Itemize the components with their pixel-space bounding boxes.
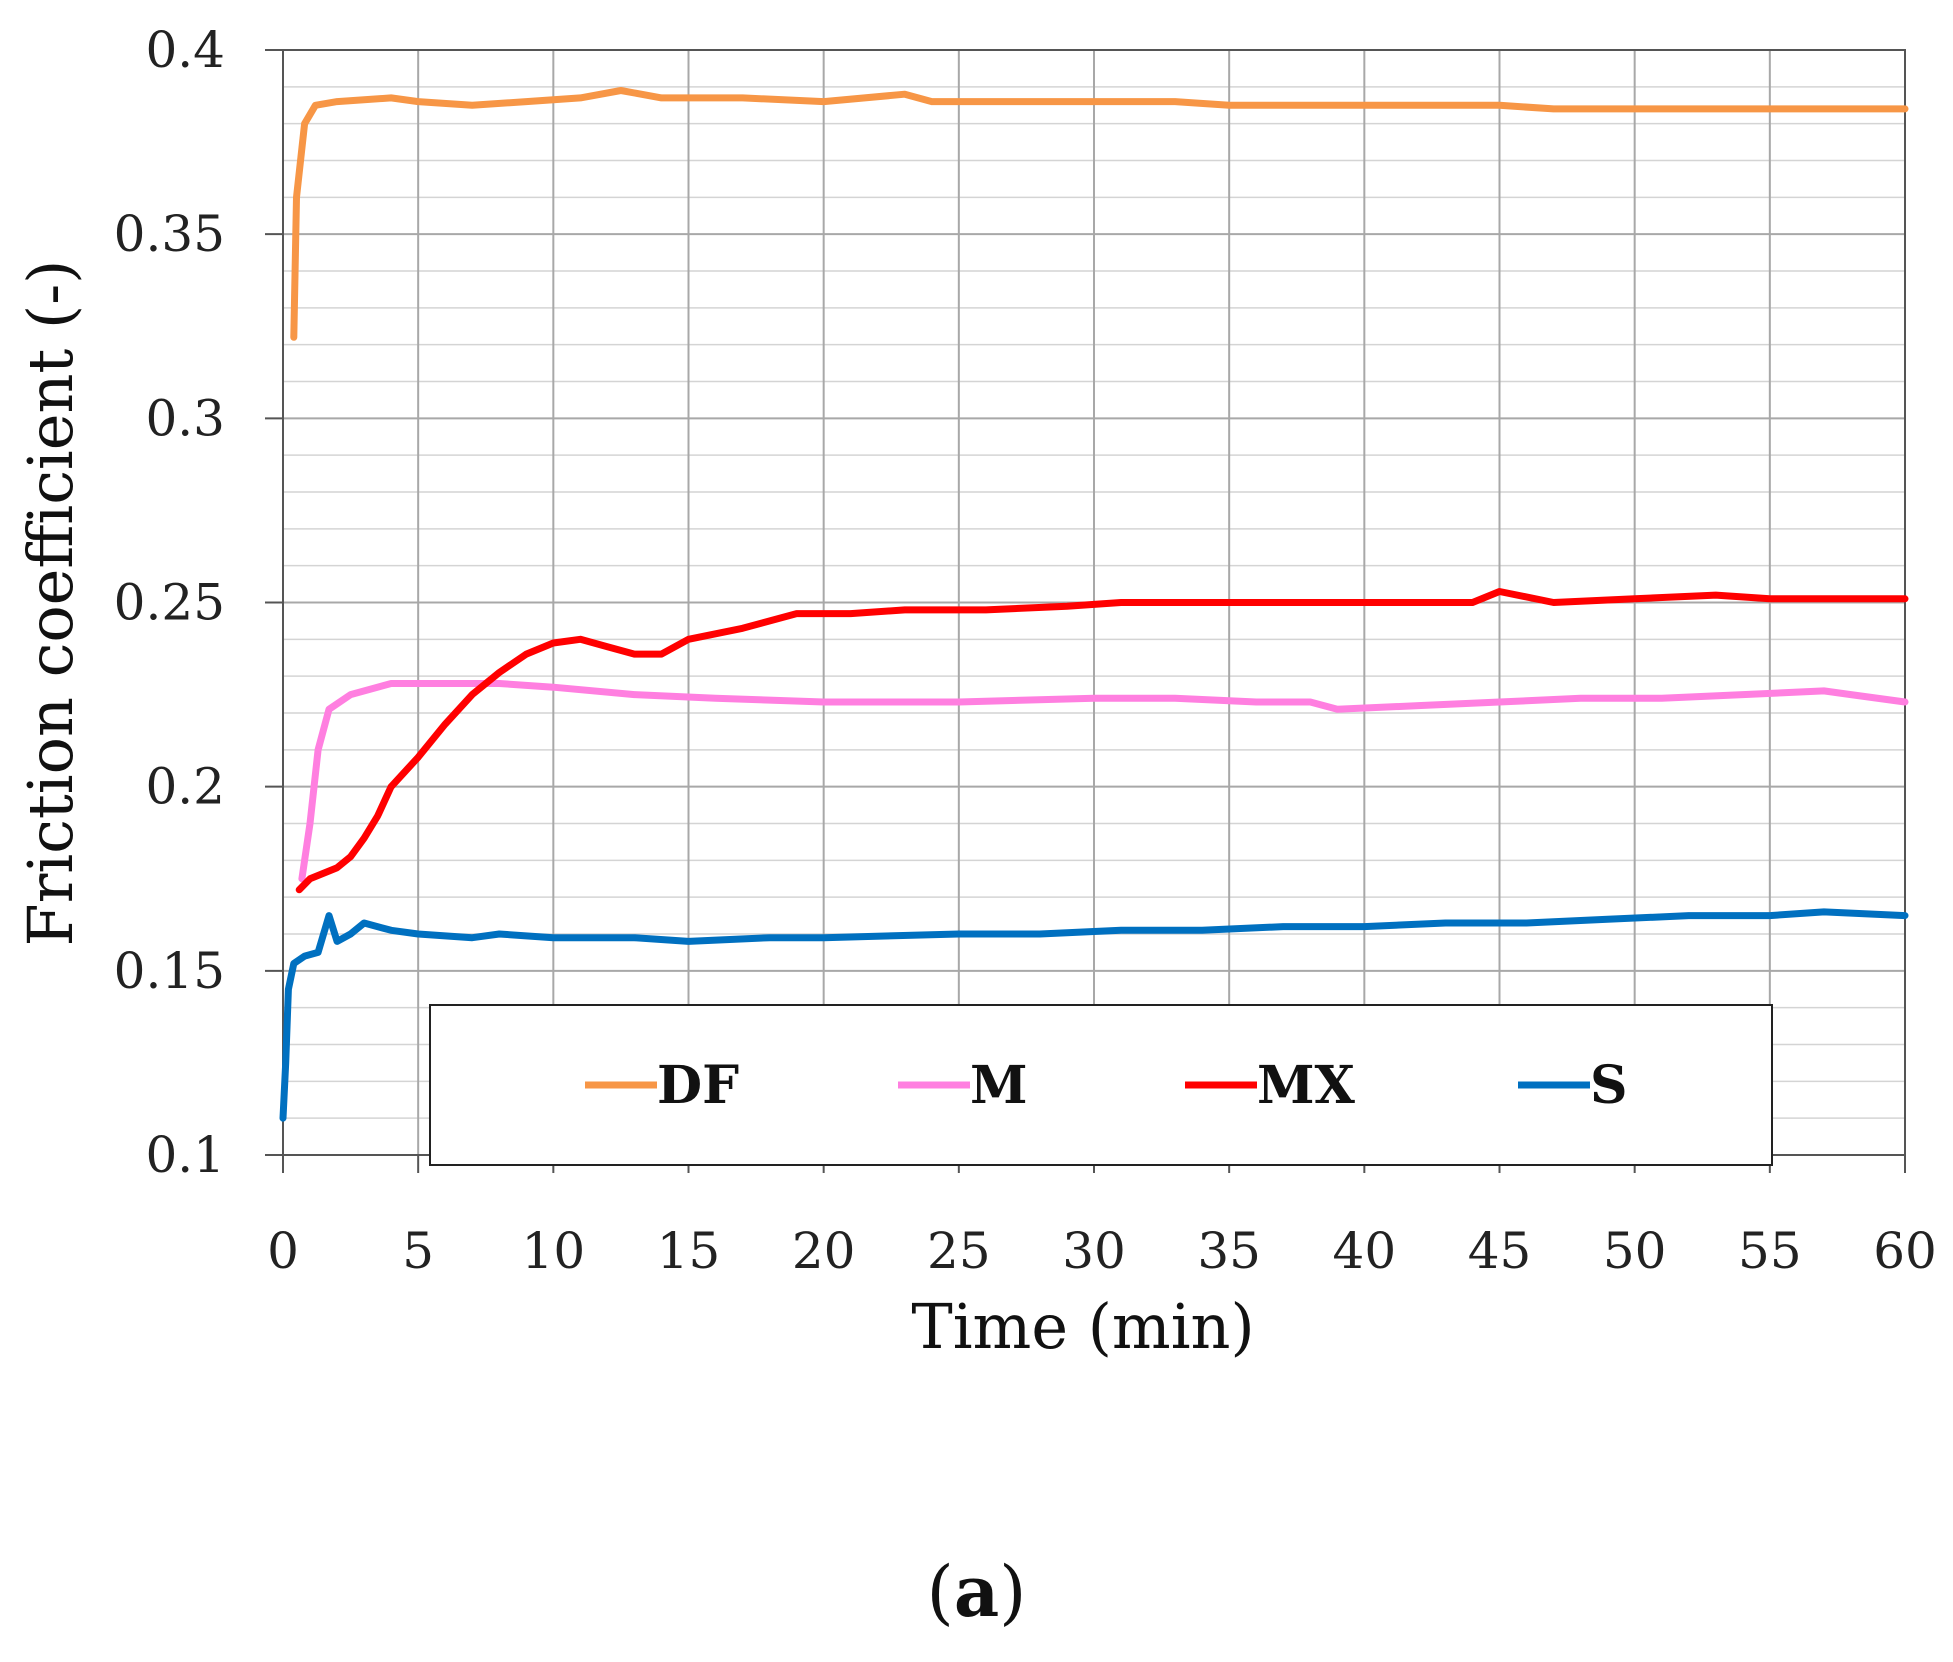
x-tick-label: 5 xyxy=(402,1222,434,1280)
x-tick-label: 30 xyxy=(1062,1222,1126,1280)
x-tick-label: 40 xyxy=(1333,1222,1397,1280)
y-tick-label: 0.3 xyxy=(145,389,225,447)
x-tick-label: 55 xyxy=(1738,1222,1802,1280)
series-line-df xyxy=(290,87,1909,341)
x-tick-label: 20 xyxy=(792,1222,856,1280)
y-tick-label: 0.4 xyxy=(145,21,225,79)
x-tick-label: 50 xyxy=(1603,1222,1667,1280)
x-tick-label: 25 xyxy=(927,1222,991,1280)
figure-caption: (a) xyxy=(0,1550,1953,1633)
x-tick-label: 10 xyxy=(522,1222,586,1280)
caption-label: a xyxy=(953,1550,1000,1633)
x-tick-label: 0 xyxy=(267,1222,299,1280)
legend-label-df: DF xyxy=(657,1055,739,1116)
x-tick-labels: 0 5 10 15 20 25 30 35 40 45 50 55 60 xyxy=(267,1222,1937,1280)
y-tick-label: 0.1 xyxy=(145,1126,225,1184)
legend-label-m: M xyxy=(970,1055,1028,1116)
y-tick-label: 0.35 xyxy=(114,205,225,263)
legend-label-mx: MX xyxy=(1257,1055,1356,1116)
x-tick-label: 45 xyxy=(1468,1222,1532,1280)
y-tick-label: 0.15 xyxy=(114,942,225,1000)
x-tick-label: 60 xyxy=(1873,1222,1937,1280)
x-tick-label: 35 xyxy=(1197,1222,1261,1280)
legend: DF M MX S xyxy=(429,1004,1773,1166)
legend-entries: DF M MX S xyxy=(585,1055,1628,1116)
series-line-s xyxy=(279,908,1909,1122)
caption-close-paren: ) xyxy=(999,1551,1027,1633)
series-line-m xyxy=(298,680,1909,883)
y-tick-labels: 0.1 0.15 0.2 0.25 0.3 0.35 0.4 xyxy=(114,21,225,1184)
y-tick-label: 0.2 xyxy=(145,758,225,816)
y-tick-label: 0.25 xyxy=(114,574,225,632)
caption-open-paren: ( xyxy=(926,1551,954,1633)
legend-label-s: S xyxy=(1590,1055,1628,1116)
data-series xyxy=(279,87,1909,1122)
y-axis-title: Friction coefficient (-) xyxy=(14,260,87,947)
x-axis-title: Time (min) xyxy=(911,1290,1254,1363)
axis-ticks xyxy=(265,49,1906,1173)
series-line-mx xyxy=(295,588,1909,894)
x-tick-label: 15 xyxy=(657,1222,721,1280)
